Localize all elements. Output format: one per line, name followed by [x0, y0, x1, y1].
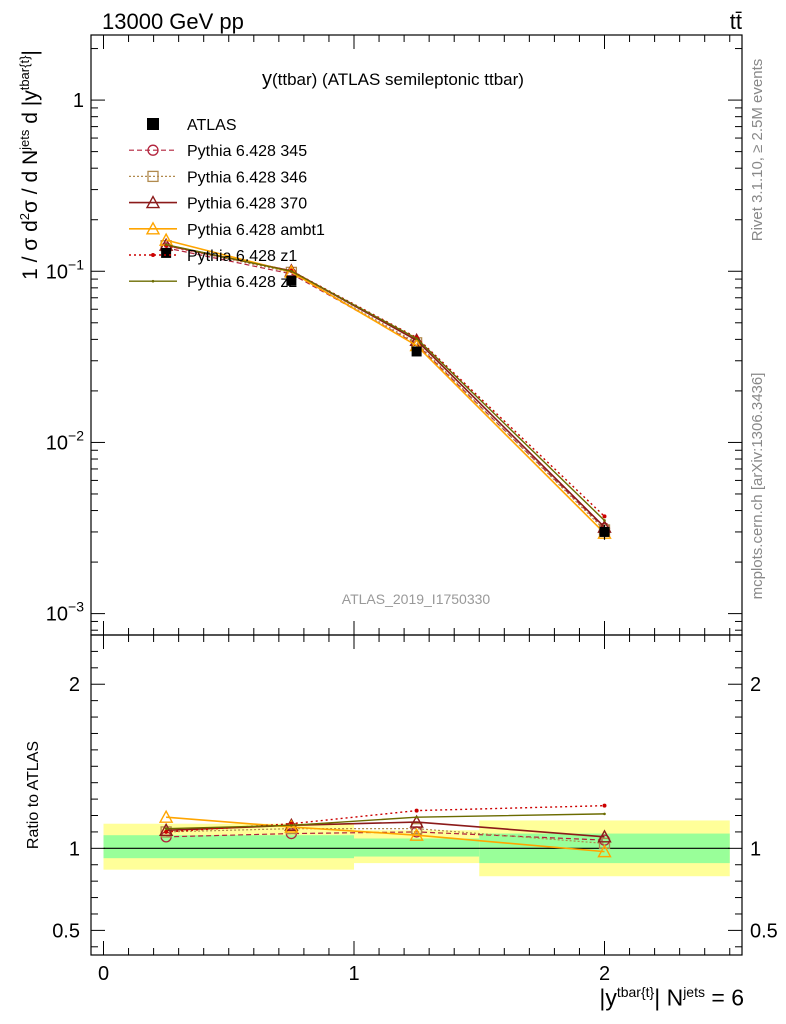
data-point: [411, 346, 422, 357]
ratio-series-3-point: [284, 819, 299, 833]
xtick-label: 2: [599, 963, 610, 985]
legend: ATLAS Pythia 6.428 345 Pythia 6.428 346 Pyt…: [129, 117, 325, 291]
ratio-series-2-point: [158, 822, 174, 836]
ratio-series-5-point: [290, 824, 293, 827]
ratio-series-5-line: [166, 813, 605, 830]
legend-marker-1: [147, 170, 159, 183]
ytick-label-0.1: 10−1: [46, 256, 84, 283]
ratio-series-4-line: [166, 804, 605, 833]
ratio-ytick-label-right: 2: [750, 674, 761, 696]
process-label: tt̄: [730, 9, 742, 34]
ratio-ytick-label: 2: [69, 674, 80, 696]
legend-label-0: Pythia 6.428 345: [187, 143, 307, 160]
band-inner-0: [103, 835, 354, 859]
title-rest: (ttbar) (ATLAS semileptonic ttbar): [272, 70, 524, 89]
main-title: y(ttbar) (ATLAS semileptonic ttbar): [262, 68, 524, 91]
main-series-5-point: [164, 243, 168, 246]
ytick-label-0.001: 10−3: [46, 599, 84, 626]
frames: [90, 34, 743, 956]
main-series-5-line: [165, 243, 605, 521]
main-series-5-point: [415, 337, 418, 340]
ratio-series-1-point: [160, 826, 172, 838]
ratio-series-4-point: [414, 808, 419, 813]
rivet-label: Rivet 3.1.10, ≥ 2.5M events: [749, 59, 766, 242]
ratio-series-1-point: [410, 822, 423, 835]
ratio-ytick-label-right: 0.5: [750, 920, 778, 942]
data-point: [599, 526, 610, 537]
axes: 0 1 2 1 10−1 10−2 10−3 0.5 0.5 1 1 2 2: [46, 35, 778, 985]
mc-curves: [158, 232, 612, 858]
ratio-ytick-label: 0.5: [52, 920, 80, 942]
band-inner-1: [354, 838, 480, 857]
ytick-label-0.01: 10−2: [46, 427, 84, 454]
ratio-series-1-line: [166, 828, 605, 845]
ratio-ylabel: Ratio to ATLAS: [25, 741, 42, 849]
ratio-series-4-point: [164, 829, 169, 834]
ratio-series-5-point: [415, 815, 418, 819]
xtick-label: 1: [348, 963, 359, 985]
watermark: ATLAS_2019_I1750330: [342, 591, 491, 607]
ratio-series-4-point: [602, 803, 607, 808]
mcplots-label: mcplots.cern.ch [arXiv:1306.3436]: [749, 373, 766, 600]
legend-marker-4: [151, 253, 155, 257]
ytick-label-1: 1: [73, 90, 84, 112]
main-xlabel: |ytbar{t}| Njets = 6: [599, 984, 744, 1011]
legend-label-4: Pythia 6.428 z1: [187, 248, 297, 265]
ratio-series-2-point: [597, 829, 612, 843]
ratio-series-5-point: [164, 827, 168, 830]
ratio-series-3-point: [597, 844, 612, 858]
ratio-ytick-label-right: 1: [750, 838, 761, 860]
ratio-series-3-point: [409, 827, 424, 841]
main-series-3-line: [165, 239, 606, 534]
ratio-ytick-label: 1: [69, 838, 80, 860]
legend-label-1: Pythia 6.428 346: [187, 169, 307, 186]
legend-label-5: Pythia 6.428 z2: [187, 274, 297, 291]
legend-marker-0: [147, 144, 159, 156]
ratio-series-3-line: [166, 816, 605, 853]
title-y: y: [262, 68, 272, 90]
ratio-series-3-point: [158, 809, 174, 823]
main-series-4-point: [602, 514, 607, 519]
main-series-5-point: [290, 269, 293, 273]
ratio-series-5-point: [603, 812, 606, 816]
main-series-1-line: [166, 245, 605, 531]
energy-label: 13000 GeV pp: [102, 9, 244, 34]
ratio-frame: [90, 634, 743, 956]
main-ylabel: 1 / σ d2σ / d Njets d |ytbar{t}|: [17, 50, 42, 280]
legend-label-3: Pythia 6.428 ambt1: [187, 222, 325, 239]
ratio-series-2-line: [166, 821, 605, 838]
legend-label-data: ATLAS: [187, 117, 237, 134]
legend-label-2: Pythia 6.428 370: [187, 196, 307, 213]
xtick-label: 0: [98, 963, 109, 985]
legend-marker-3: [145, 221, 161, 235]
legend-marker-data: [147, 118, 159, 130]
data-point: [286, 275, 297, 286]
data-points: [161, 247, 610, 540]
legend-marker-5: [151, 279, 155, 283]
main-series-5-point: [603, 519, 606, 522]
data-point: [161, 247, 172, 258]
ratio-series-1-point: [598, 837, 611, 850]
ratio-series-2-point: [409, 814, 424, 828]
legend-marker-2: [145, 195, 161, 209]
